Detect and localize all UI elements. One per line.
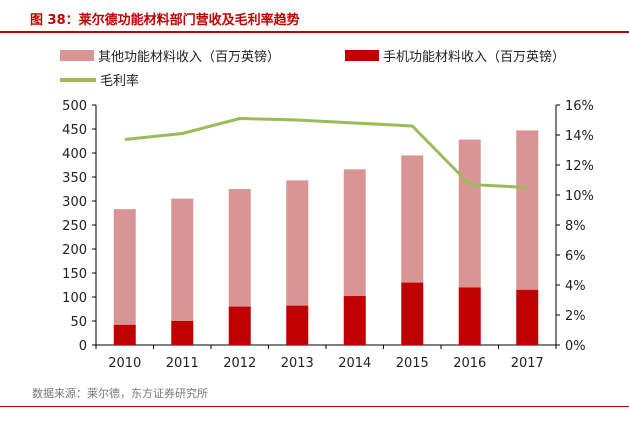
x-tick-label: 2015 <box>396 356 429 371</box>
x-tick-label: 2016 <box>453 356 486 371</box>
bar-phone <box>171 321 194 345</box>
title-rule <box>0 31 629 33</box>
x-tick-label: 2011 <box>166 356 199 371</box>
x-tick-label: 2013 <box>281 356 314 371</box>
y-tick-label: 100 <box>62 291 87 306</box>
y2-tick-label: 14% <box>565 129 594 144</box>
y-tick-label: 250 <box>62 219 87 234</box>
y2-tick-label: 4% <box>565 279 586 294</box>
y-tick-label: 150 <box>62 267 87 282</box>
y2-tick-label: 0% <box>565 339 586 354</box>
footer-rule <box>0 406 629 407</box>
bar-other <box>401 155 424 283</box>
bar-other <box>458 139 481 288</box>
y-tick-label: 300 <box>62 195 87 210</box>
bar-other <box>171 198 194 321</box>
margin-line <box>124 117 528 189</box>
legend-margin-swatch <box>60 77 96 82</box>
figure-title: 图 38：莱尔德功能材料部门营收及毛利率趋势 <box>30 13 300 28</box>
legend-other: 其他功能材料收入（百万英镑） <box>60 46 280 65</box>
legend-other-swatch <box>60 50 94 61</box>
bar-phone <box>343 296 366 345</box>
y2-tick-label: 6% <box>565 249 586 264</box>
bar-phone <box>516 289 539 345</box>
legend-phone-label: 手机功能材料收入（百万英镑） <box>383 50 566 65</box>
y2-tick-label: 16% <box>565 99 594 114</box>
y-tick-label: 400 <box>62 147 87 162</box>
legend-phone: 手机功能材料收入（百万英镑） <box>345 46 565 65</box>
y-tick-label: 450 <box>62 123 87 138</box>
y2-tick-label: 10% <box>565 189 594 204</box>
bar-phone <box>113 324 136 345</box>
y2-tick-label: 12% <box>565 159 594 174</box>
y2-tick-label: 2% <box>565 309 586 324</box>
x-tick-label: 2014 <box>338 356 371 371</box>
x-tick-label: 2010 <box>108 356 141 371</box>
x-tick-label: 2012 <box>223 356 256 371</box>
legend-phone-swatch <box>345 50 379 61</box>
bar-other <box>286 180 309 306</box>
legend-margin: 毛利率 <box>60 70 139 89</box>
bar-phone <box>401 282 424 345</box>
y-tick-label: 50 <box>70 315 87 330</box>
y-tick-label: 200 <box>62 243 87 258</box>
y-tick-label: 0 <box>79 339 87 354</box>
bar-phone <box>458 287 481 345</box>
bar-phone <box>286 305 309 345</box>
bar-other <box>343 169 366 297</box>
bar-other <box>113 209 136 325</box>
bar-other <box>228 189 251 307</box>
legend-margin-label: 毛利率 <box>100 74 140 89</box>
y-tick-label: 500 <box>62 99 87 114</box>
source-note: 数据来源：莱尔德，东方证券研究所 <box>32 387 208 400</box>
y2-tick-label: 8% <box>565 219 586 234</box>
bar-phone <box>228 306 251 345</box>
bar-other <box>516 130 539 290</box>
x-tick-label: 2017 <box>511 356 544 371</box>
legend-other-label: 其他功能材料收入（百万英镑） <box>98 50 281 65</box>
y-tick-label: 350 <box>62 171 87 186</box>
